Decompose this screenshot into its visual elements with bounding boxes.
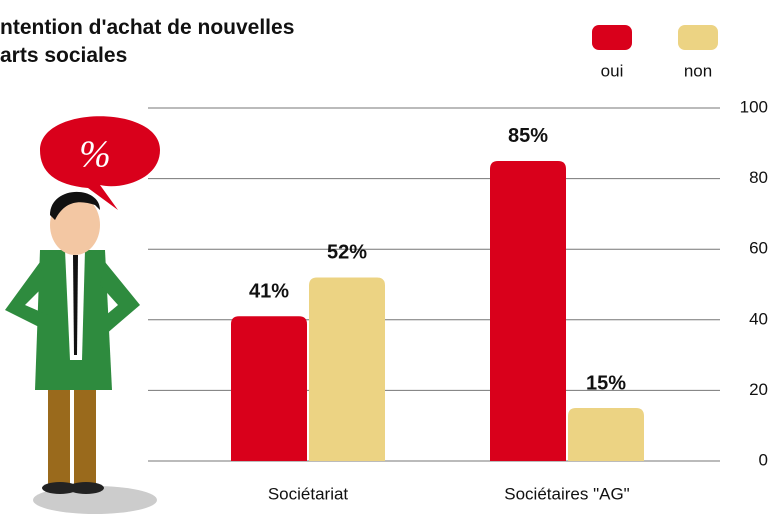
value-label: 15% [586,372,626,394]
y-tick-label: 80 [749,168,768,187]
y-tick-label: 60 [749,239,768,258]
chart-title: ntention d'achat de nouvelles [0,16,294,39]
value-label: 85% [508,125,548,147]
legend-swatch [592,25,632,50]
y-tick-label: 100 [740,97,768,116]
x-tick-label: Sociétariat [268,484,349,503]
bar [231,316,307,461]
legend-label: oui [601,61,624,80]
legend-swatch [678,25,718,50]
y-tick-label: 40 [749,309,768,328]
chart-title: arts sociales [0,44,127,67]
legend-label: non [684,61,712,80]
value-label: 52% [327,242,367,264]
bar [568,408,644,461]
bar [309,277,385,461]
character [5,116,160,514]
page: ntention d'achat de nouvelles arts socia… [0,0,770,522]
y-tick-label: 20 [749,380,768,399]
bubble-text: % [79,134,111,176]
x-tick-label: Sociétaires "AG" [504,484,629,503]
chart: ntention d'achat de nouvelles arts socia… [0,0,770,522]
value-label: 41% [249,281,289,303]
bar [490,161,566,461]
y-tick-label: 0 [759,450,768,469]
